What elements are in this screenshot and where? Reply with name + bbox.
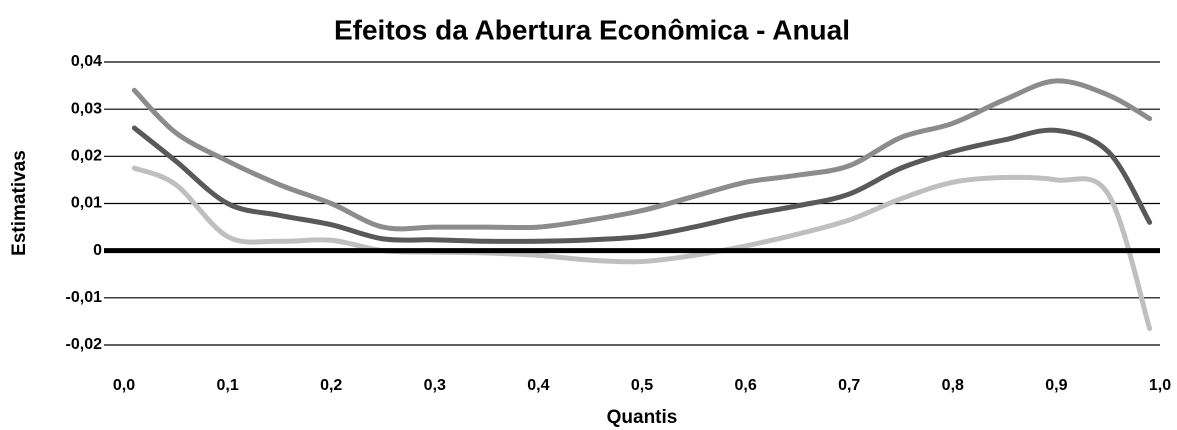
x-tick-label: 0,4 (527, 377, 549, 394)
x-tick-label: 0,1 (216, 377, 238, 394)
x-axis-label: Quantis (607, 407, 678, 428)
line-series (131, 165, 1153, 331)
chart-title: Efeitos da Abertura Econômica - Anual (334, 14, 850, 45)
x-tick-label: 0,7 (838, 377, 860, 394)
x-tick-label: 0,6 (734, 377, 756, 394)
y-tick-label: 0,03 (71, 100, 102, 117)
x-tick-label: 0,8 (942, 377, 964, 394)
line-series (131, 125, 1153, 244)
x-tick-label: 0,9 (1045, 377, 1067, 394)
x-tick-label: 0,0 (113, 377, 135, 394)
y-tick-label: 0 (93, 242, 102, 259)
y-tick-label: -0,02 (66, 336, 103, 353)
x-tick-label: 0,2 (320, 377, 342, 394)
y-tick-label: 0,04 (71, 53, 102, 70)
x-tick-label: 0,5 (631, 377, 653, 394)
line-series (131, 78, 1153, 232)
x-tick-label: 1,0 (1149, 377, 1171, 394)
x-tick-label: 0,3 (424, 377, 446, 394)
y-axis-label: Estimativas (9, 150, 30, 256)
y-tick-label: 0,01 (71, 195, 102, 212)
y-tick-label: 0,02 (71, 148, 102, 165)
y-tick-label: -0,01 (66, 289, 103, 306)
